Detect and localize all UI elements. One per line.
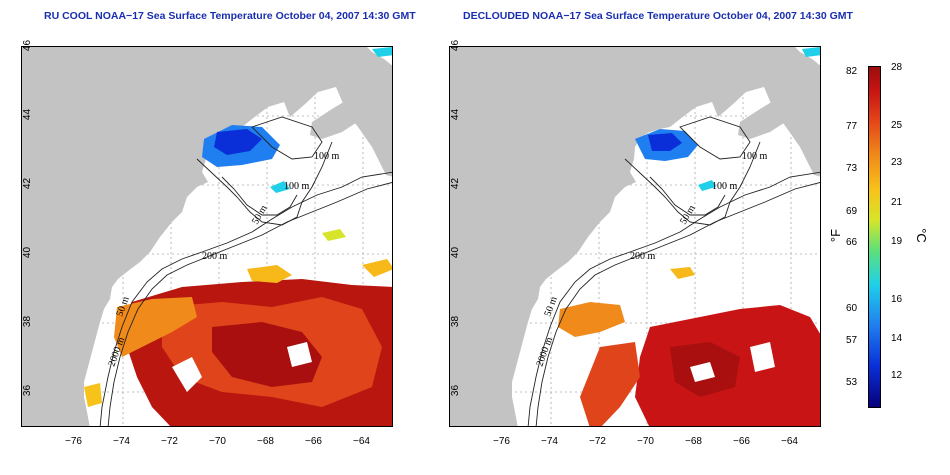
colorbar-c-tick: 25 (891, 120, 903, 131)
contour-label: 100 m (284, 181, 310, 192)
colorbar-c-tick: 28 (891, 62, 903, 73)
colorbar-f-tick: 60 (846, 303, 858, 314)
sst-map-right: 100 m 100 m 50 m 200 m 50 m 2000 m (449, 46, 821, 427)
colorbar-f-tick: 66 (846, 237, 858, 248)
landmass (22, 47, 392, 426)
nova-scotia (738, 77, 820, 139)
map-canvas-right: 100 m 100 m 50 m 200 m 50 m 2000 m (450, 47, 820, 426)
x-tick: −72 (161, 436, 178, 447)
contour-label: 100 m (742, 151, 768, 162)
colorbar-f-tick: 69 (846, 206, 858, 217)
y-tick: 46 (450, 39, 462, 52)
y-tick: 38 (450, 315, 462, 328)
colorbar-c-tick: 14 (891, 333, 903, 344)
contour-label: 200 m (630, 251, 656, 262)
x-tick: −66 (733, 436, 750, 447)
x-tick: −68 (685, 436, 702, 447)
colorbar-c-tick: 21 (891, 197, 903, 208)
map-canvas-left: 100 m 100 m 50 m 200 m 50 m 2000 m (22, 47, 392, 426)
x-tick: −76 (493, 436, 510, 447)
colorbar-c-tick: 19 (891, 236, 903, 247)
contour-label: 2000 m (534, 336, 555, 368)
x-tick: −64 (781, 436, 798, 447)
map-title-left: RU COOL NOAA−17 Sea Surface Temperature … (44, 10, 416, 22)
contour-label: 50 m (542, 295, 559, 318)
nova-scotia (310, 77, 392, 139)
bathymetry-contours (99, 116, 392, 426)
contour-label: 200 m (202, 251, 228, 262)
sst-map-left: 100 m 100 m 50 m 200 m 50 m 2000 m (21, 46, 393, 427)
sst-field (558, 47, 820, 426)
colorbar-c-tick: 12 (891, 370, 903, 381)
x-tick: −72 (589, 436, 606, 447)
y-tick: 46 (22, 39, 34, 52)
map-title-right: DECLOUDED NOAA−17 Sea Surface Temperatur… (463, 10, 853, 22)
bathymetry-contours (527, 116, 820, 426)
x-tick: −70 (637, 436, 654, 447)
colorbar-f-tick: 82 (846, 66, 858, 77)
colorbar (868, 66, 881, 408)
y-tick: 36 (450, 384, 462, 397)
x-tick: −64 (353, 436, 370, 447)
x-tick: −74 (541, 436, 558, 447)
y-tick: 40 (22, 246, 34, 259)
x-tick: −74 (113, 436, 130, 447)
colorbar-c-tick: 16 (891, 294, 903, 305)
colorbar-f-tick: 77 (846, 121, 858, 132)
x-tick: −66 (305, 436, 322, 447)
sst-field (84, 47, 392, 426)
contour-label: 100 m (712, 181, 738, 192)
colorbar-c-tick: 23 (891, 157, 903, 168)
colorbar-f-tick: 57 (846, 335, 858, 346)
x-tick: −76 (65, 436, 82, 447)
unit-celsius: °C (913, 228, 929, 243)
y-tick: 38 (22, 315, 34, 328)
y-tick: 42 (450, 177, 462, 190)
contour-label: 100 m (314, 151, 340, 162)
x-tick: −70 (209, 436, 226, 447)
y-tick: 36 (22, 384, 34, 397)
y-tick: 44 (22, 108, 34, 121)
y-tick: 44 (450, 108, 462, 121)
colorbar-f-tick: 73 (846, 163, 858, 174)
y-tick: 42 (22, 177, 34, 190)
x-tick: −68 (257, 436, 274, 447)
landmass (450, 47, 820, 426)
colorbar-f-tick: 53 (846, 377, 858, 388)
y-tick: 40 (450, 246, 462, 259)
unit-fahrenheit: °F (828, 228, 844, 243)
